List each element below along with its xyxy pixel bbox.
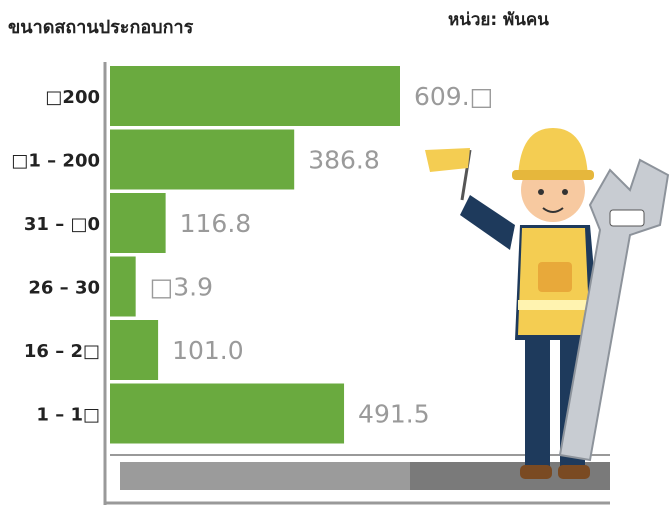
bar bbox=[110, 383, 345, 444]
category-label: 16 – 2□ bbox=[24, 341, 100, 362]
category-label: 31 – □0 bbox=[24, 214, 100, 235]
category-label: □200 bbox=[45, 87, 100, 108]
value-label: 491.5 bbox=[358, 400, 430, 429]
value-label: 101.0 bbox=[172, 336, 244, 365]
value-label: 386.8 bbox=[308, 146, 380, 175]
category-label: 1 – 1□ bbox=[36, 405, 100, 426]
value-label: 609.□ bbox=[414, 82, 493, 111]
category-label: 26 – 30 bbox=[28, 278, 100, 299]
bar bbox=[110, 320, 159, 380]
unit-label: หน่วย: พันคน bbox=[448, 10, 549, 30]
bar bbox=[110, 193, 166, 253]
chart-title: ขนาดสถานประกอบการ bbox=[8, 17, 194, 38]
worker-illustration bbox=[425, 128, 670, 479]
value-label: 116.8 bbox=[180, 209, 252, 238]
value-label: □3.9 bbox=[150, 273, 213, 302]
bar bbox=[110, 256, 136, 317]
bar bbox=[110, 66, 400, 126]
category-label: □1 – 200 bbox=[11, 151, 100, 172]
base-bar bbox=[120, 462, 410, 490]
bar bbox=[110, 129, 295, 190]
